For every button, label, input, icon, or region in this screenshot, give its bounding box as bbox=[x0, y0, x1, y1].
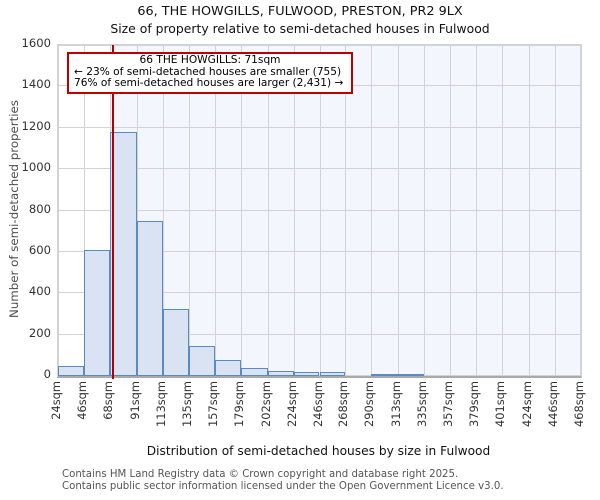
histogram-bar bbox=[136, 220, 163, 376]
x-tick-label: 113sqm bbox=[153, 381, 168, 428]
histogram-bar bbox=[267, 370, 294, 376]
histogram-bar bbox=[398, 373, 425, 376]
histogram-bar bbox=[371, 373, 399, 376]
y-tick-label: 400 bbox=[28, 284, 51, 299]
y-tick-label: 1400 bbox=[21, 77, 51, 92]
gridline-x bbox=[529, 45, 531, 376]
x-tick-label: 468sqm bbox=[572, 381, 586, 428]
gridline-x bbox=[345, 45, 347, 376]
histogram-bar bbox=[58, 365, 84, 376]
footer: Contains HM Land Registry data © Crown c… bbox=[62, 469, 504, 492]
gridline-x bbox=[136, 45, 138, 376]
histogram-bar bbox=[83, 249, 110, 376]
gridline-x bbox=[293, 45, 295, 376]
gridline-x bbox=[476, 45, 478, 376]
x-tick-label: 335sqm bbox=[415, 381, 430, 428]
y-tick-label: 1000 bbox=[21, 160, 51, 175]
gridline-x bbox=[267, 45, 269, 376]
x-tick-label: 424sqm bbox=[520, 381, 535, 428]
x-tick-label: 313sqm bbox=[389, 381, 404, 428]
histogram-bar bbox=[240, 367, 268, 376]
gridline-x bbox=[424, 45, 426, 376]
gridline-x bbox=[319, 45, 321, 376]
histogram-bar bbox=[162, 308, 189, 376]
x-tick-label: 179sqm bbox=[231, 381, 246, 428]
gridline-y bbox=[58, 126, 581, 128]
histogram-bar bbox=[188, 346, 215, 376]
x-tick-label: 290sqm bbox=[362, 381, 377, 428]
x-axis-title: Distribution of semi-detached houses by … bbox=[146, 444, 491, 458]
x-tick-label: 224sqm bbox=[284, 381, 299, 428]
annotation-smaller-text: ← 23% of semi-detached houses are smalle… bbox=[74, 65, 342, 78]
gridline-y bbox=[58, 250, 581, 252]
annotation-box: 66 THE HOWGILLS: 71sqm ← 23% of semi-det… bbox=[67, 52, 353, 95]
gridline-y bbox=[58, 168, 581, 170]
y-tick-label: 200 bbox=[28, 325, 51, 340]
gridline-x bbox=[83, 45, 85, 376]
y-tick-label: 0 bbox=[43, 367, 51, 381]
x-tick-label: 91sqm bbox=[127, 381, 142, 420]
x-tick-label: 68sqm bbox=[100, 381, 115, 420]
x-tick-label: 202sqm bbox=[258, 381, 273, 428]
annotation-larger-text: 76% of semi-detached houses are larger (… bbox=[74, 77, 344, 90]
gridline-x bbox=[240, 45, 242, 376]
x-tick-label: 135sqm bbox=[179, 381, 194, 428]
gridline-x bbox=[580, 45, 581, 376]
gridline-x bbox=[188, 45, 190, 376]
gridline-x bbox=[162, 45, 164, 376]
x-tick-label: 446sqm bbox=[546, 381, 561, 428]
gridline-y bbox=[58, 45, 581, 46]
y-tick-label: 600 bbox=[28, 242, 51, 257]
histogram-bar bbox=[293, 371, 320, 376]
gridline-x bbox=[214, 45, 216, 376]
gridline-y bbox=[58, 333, 581, 335]
chart-title: 66, THE HOWGILLS, FULWOOD, PRESTON, PR2 … bbox=[137, 4, 463, 19]
gridline-x bbox=[555, 45, 557, 376]
footer-line-1: Contains HM Land Registry data © Crown c… bbox=[62, 469, 459, 480]
y-tick-label: 1600 bbox=[21, 36, 51, 50]
footer-line-2: Contains public sector information licen… bbox=[62, 480, 504, 492]
x-tick-label: 24sqm bbox=[49, 381, 63, 420]
x-tick-label: 357sqm bbox=[441, 381, 456, 428]
plot-area: 66 THE HOWGILLS: 71sqm ← 23% of semi-det… bbox=[57, 44, 582, 379]
gridline-x bbox=[371, 45, 373, 376]
x-tick-label: 157sqm bbox=[205, 381, 220, 428]
gridline-x bbox=[58, 45, 59, 376]
x-tick-label: 379sqm bbox=[467, 381, 482, 428]
chart-header: 66, THE HOWGILLS, FULWOOD, PRESTON, PR2 … bbox=[0, 3, 600, 37]
x-tick-label: 246sqm bbox=[310, 381, 325, 428]
chart-subtitle: Size of property relative to semi-detach… bbox=[110, 21, 490, 36]
gridline-x bbox=[502, 45, 504, 376]
x-tick-label: 268sqm bbox=[336, 381, 351, 428]
gridline-y bbox=[58, 292, 581, 294]
y-axis-tick-labels: 0 200 400 600 800 1000 1200 1400 1600 bbox=[0, 36, 51, 384]
x-axis-tick-labels: 24sqm 46sqm 68sqm 91sqm 113sqm 135sqm 157sqm 17… bbox=[49, 381, 586, 443]
histogram-bar bbox=[319, 371, 346, 376]
y-tick-label: 1200 bbox=[21, 118, 51, 133]
x-tick-label: 46sqm bbox=[74, 381, 89, 420]
property-size-marker-line bbox=[112, 45, 115, 379]
annotation-title: 66 THE HOWGILLS: 71sqm bbox=[139, 54, 281, 66]
gridline-y bbox=[58, 209, 581, 211]
gridline-x bbox=[450, 45, 452, 376]
x-tick-label: 401sqm bbox=[493, 381, 508, 428]
histogram-bar bbox=[214, 360, 241, 376]
y-tick-label: 800 bbox=[28, 201, 51, 216]
gridline-x bbox=[398, 45, 400, 376]
